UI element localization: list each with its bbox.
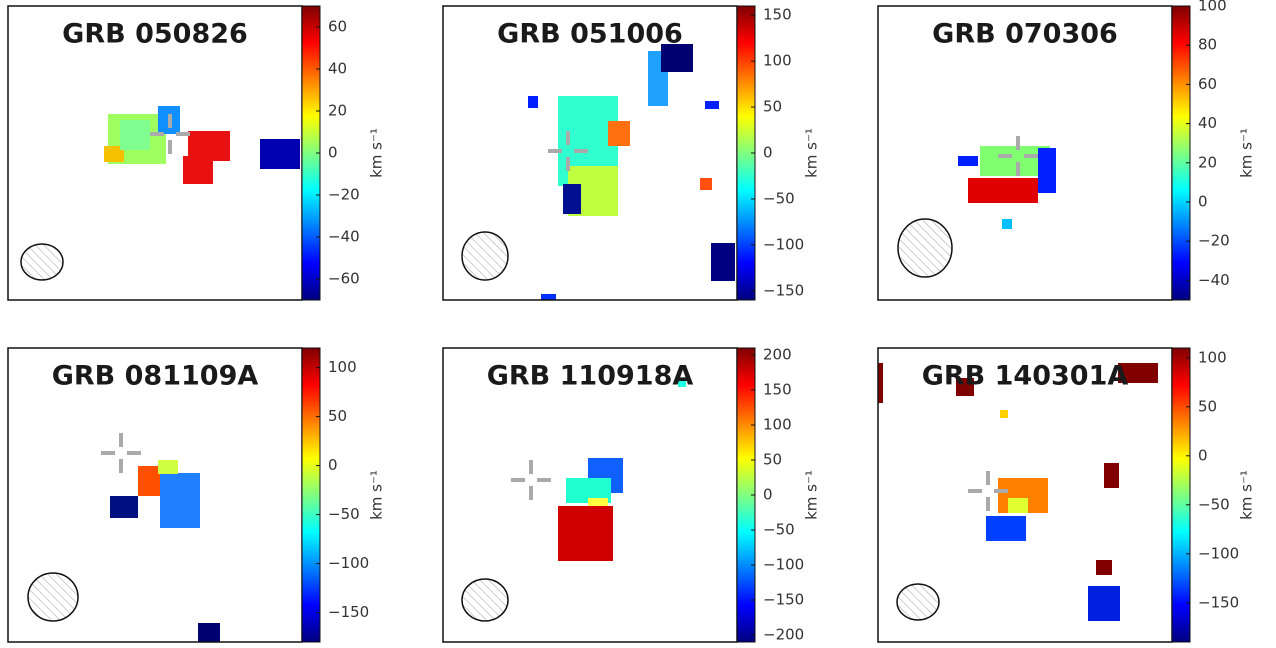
emission-region [1038, 148, 1056, 193]
colorbar-tick-label: 0 [1198, 193, 1208, 211]
colorbar-tick-label: −60 [328, 270, 360, 288]
emission-region [608, 121, 630, 146]
colorbar-tick-label: 100 [763, 52, 792, 70]
emission-region [160, 473, 200, 528]
emission-region [120, 120, 150, 150]
colorbar-tick-label: 0 [763, 486, 773, 504]
colorbar-tick-label: −100 [1198, 544, 1239, 562]
emission-region [563, 184, 581, 214]
panel: GRB 081109A −150 −100 −50 0 50 100 km s⁻¹ [8, 348, 386, 642]
colorbar-tick-label: −50 [763, 189, 795, 207]
colorbar-label: km s⁻¹ [803, 128, 821, 178]
colorbar-label: km s⁻¹ [368, 128, 386, 178]
emission-region [558, 506, 613, 561]
colorbar-tick-label: 20 [328, 102, 347, 120]
grb-position [101, 433, 141, 473]
colorbar-tick-label: 80 [1198, 36, 1217, 54]
emission-region [198, 623, 220, 642]
colorbar-tick-label: −100 [763, 556, 804, 574]
emission-region [183, 156, 213, 184]
colorbar-tick-label: −150 [328, 603, 369, 621]
emission-region [1000, 410, 1008, 418]
colorbar-tick-label: −150 [763, 591, 804, 609]
emission-region [110, 496, 138, 518]
colorbar-label: km s⁻¹ [368, 470, 386, 520]
colorbar-tick-label: 20 [1198, 153, 1217, 171]
colorbar [1172, 348, 1190, 642]
colorbar-label: km s⁻¹ [1238, 128, 1256, 178]
colorbar-tick-label: −20 [1198, 232, 1230, 250]
figure: GRB 050826−60−40−200204060km s⁻¹GRB 0510… [0, 0, 1276, 644]
colorbar-tick-label: −50 [328, 505, 360, 523]
colorbar-tick-label: −150 [763, 281, 804, 299]
panel-title: GRB 070306 [932, 19, 1118, 50]
panel: GRB 070306 −40 −20 0 20 40 60 80 100 km s⁻¹ [878, 0, 1256, 300]
colorbar-tick-label: 100 [763, 416, 792, 434]
emission-region [958, 156, 978, 166]
beam [28, 573, 78, 621]
panel: GRB 110918A −200 −150 −100 −50 0 50 100 150 200 km… [443, 346, 821, 644]
panel: GRB 051006 −150 −100 −50 0 50 100 150 km s⁻¹ [443, 6, 821, 300]
panel-title: GRB 081109A [52, 361, 259, 392]
beam [897, 584, 939, 620]
beam [21, 244, 63, 280]
colorbar-tick-label: 0 [1198, 446, 1208, 464]
panel-title: GRB 140301A [922, 361, 1129, 392]
panel-title: GRB 051006 [497, 19, 683, 50]
emission-region [541, 294, 556, 300]
colorbar-tick-label: 40 [1198, 114, 1217, 132]
beam [898, 219, 952, 277]
colorbar-tick-label: −200 [763, 626, 804, 644]
colorbar-tick-label: 50 [1198, 397, 1217, 415]
colorbar-tick-label: 0 [328, 456, 338, 474]
emission-region [705, 101, 719, 109]
emission-region [1008, 498, 1028, 513]
colorbar-tick-label: 100 [1198, 0, 1227, 15]
emission-region [1088, 586, 1120, 621]
colorbar [1172, 6, 1190, 300]
colorbar-tick-label: −20 [328, 186, 360, 204]
colorbar-tick-label: 0 [328, 144, 338, 162]
emission-region [1104, 463, 1119, 488]
emission-region [968, 178, 1038, 203]
colorbar-tick-label: 60 [328, 18, 347, 36]
panel: GRB 140301A −150 −100 −50 0 50 100 km s⁻¹ [878, 348, 1256, 642]
emission-region [260, 139, 300, 169]
colorbar-tick-label: 40 [328, 60, 347, 78]
panel-title: GRB 050826 [62, 19, 248, 50]
colorbar-tick-label: −50 [763, 521, 795, 539]
colorbar-label: km s⁻¹ [803, 470, 821, 520]
beam [462, 579, 508, 621]
colorbar [302, 348, 320, 642]
colorbar-tick-label: −40 [1198, 271, 1230, 289]
panel-title: GRB 110918A [487, 361, 694, 392]
beam [462, 232, 508, 280]
colorbar-tick-label: −150 [1198, 593, 1239, 611]
emission-region [700, 178, 712, 190]
emission-region [528, 96, 538, 108]
colorbar-tick-label: 50 [328, 407, 347, 425]
colorbar-tick-label: −40 [328, 228, 360, 246]
emission-region [711, 243, 735, 281]
panel: GRB 050826 −60 −40 −20 0 20 40 60 km s⁻¹ [8, 6, 386, 300]
colorbar-tick-label: 200 [763, 346, 792, 364]
emission-region [986, 516, 1026, 541]
colorbar-tick-label: −100 [763, 235, 804, 253]
colorbar-tick-label: −100 [328, 554, 369, 572]
emission-region [158, 460, 178, 474]
colorbar-tick-label: 150 [763, 381, 792, 399]
page: {"chart_data": [ {"type": "velocity-map"… [0, 0, 1276, 644]
colorbar-tick-label: 150 [763, 6, 792, 24]
grb-position [511, 460, 551, 500]
colorbar-tick-label: 0 [763, 144, 773, 162]
colorbar-tick-label: 60 [1198, 75, 1217, 93]
colorbar-tick-label: 100 [1198, 348, 1227, 366]
colorbar-tick-label: −50 [1198, 495, 1230, 513]
emission-region [1002, 219, 1012, 229]
colorbar-tick-label: 50 [763, 451, 782, 469]
colorbar-tick-label: 100 [328, 358, 357, 376]
emission-region [1096, 560, 1112, 575]
colorbar-tick-label: 50 [763, 98, 782, 116]
colorbar-label: km s⁻¹ [1238, 470, 1256, 520]
